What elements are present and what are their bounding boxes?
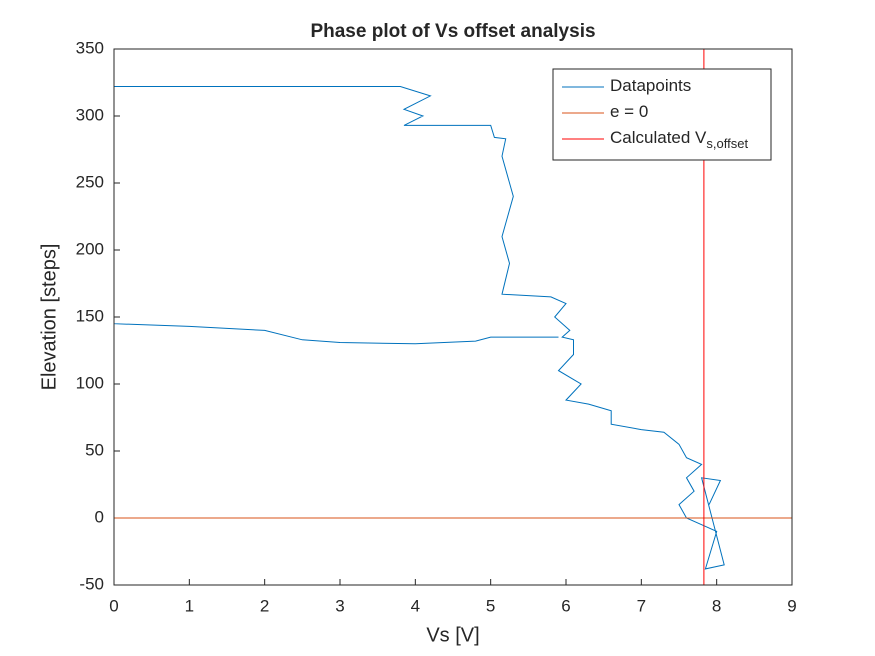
x-axis-label: Vs [V] <box>426 624 479 646</box>
legend-label: Datapoints <box>610 76 691 95</box>
y-tick-label: 300 <box>76 105 104 124</box>
x-tick-label: 9 <box>787 596 796 615</box>
x-tick-label: 6 <box>561 596 570 615</box>
legend-text: Calculated V <box>610 128 707 147</box>
chart-title: Phase plot of Vs offset analysis <box>310 21 595 42</box>
x-tick-label: 8 <box>712 596 721 615</box>
x-tick-label: 5 <box>486 596 495 615</box>
legend-text: e = 0 <box>610 102 648 121</box>
legend-label: e = 0 <box>610 102 648 121</box>
legend: Datapoints e = 0 Calculated Vs,offset <box>552 68 772 161</box>
legend-box <box>552 68 772 161</box>
x-tick-label: 1 <box>185 596 194 615</box>
x-tick-label: 4 <box>411 596 420 615</box>
legend-label: Calculated Vs,offset <box>610 128 748 151</box>
y-tick-label: 50 <box>85 440 104 459</box>
axes-box <box>113 48 793 586</box>
x-tick-label: 2 <box>260 596 269 615</box>
y-tick-label: 250 <box>76 172 104 191</box>
y-tick-label: 150 <box>76 306 104 325</box>
x-tick-label: 3 <box>335 596 344 615</box>
y-tick-label: 200 <box>76 239 104 258</box>
x-tick-label: 0 <box>109 596 118 615</box>
y-tick-label: 0 <box>95 507 104 526</box>
y-tick-label: -50 <box>79 574 104 593</box>
y-tick-label: 100 <box>76 373 104 392</box>
legend-text: Datapoints <box>610 76 691 95</box>
y-axis-label: Elevation [steps] <box>38 244 60 391</box>
y-tick-label: 350 <box>76 38 104 57</box>
legend-subscript: s,offset <box>706 136 748 151</box>
x-tick-label: 7 <box>637 596 646 615</box>
